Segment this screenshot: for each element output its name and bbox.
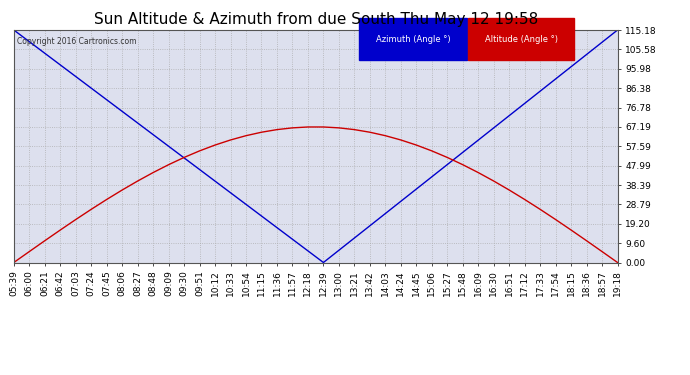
Text: Azimuth (Angle °): Azimuth (Angle °) <box>376 34 451 44</box>
Text: Altitude (Angle °): Altitude (Angle °) <box>485 34 558 44</box>
Title: Sun Altitude & Azimuth from due South Thu May 12 19:58: Sun Altitude & Azimuth from due South Th… <box>94 12 538 27</box>
Text: Copyright 2016 Cartronics.com: Copyright 2016 Cartronics.com <box>17 37 137 46</box>
